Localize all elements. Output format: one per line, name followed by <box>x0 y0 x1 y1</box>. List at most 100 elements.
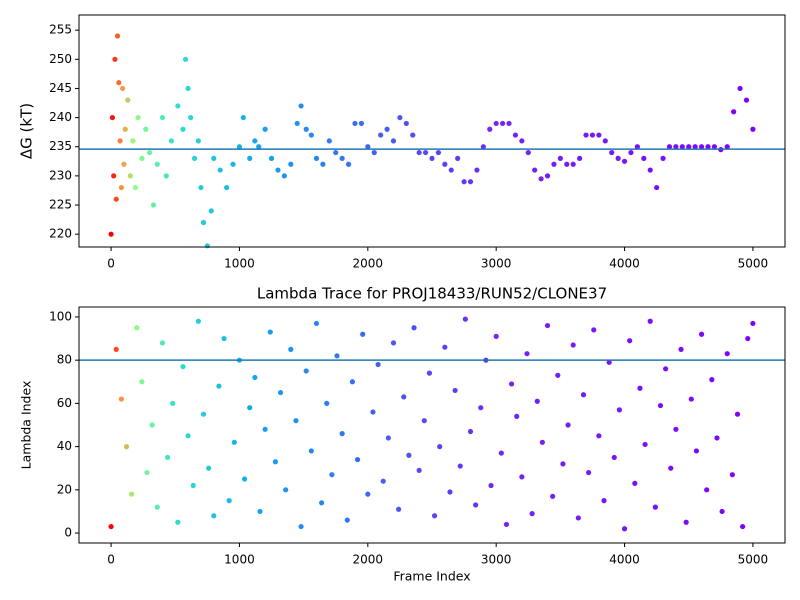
point <box>371 149 377 156</box>
point <box>283 487 289 493</box>
point <box>252 138 258 144</box>
y-tick-label: 250 <box>49 52 72 66</box>
point <box>498 450 504 456</box>
point <box>204 243 210 249</box>
point <box>127 173 133 179</box>
point <box>575 515 581 521</box>
point <box>143 126 149 132</box>
point <box>709 377 715 383</box>
point <box>164 454 171 461</box>
point <box>525 149 531 156</box>
x-tick-label: 5000 <box>738 257 769 271</box>
point <box>313 155 320 161</box>
point <box>673 426 679 432</box>
point <box>396 506 402 512</box>
y-tick-label: 245 <box>49 81 72 95</box>
point <box>627 338 633 344</box>
point <box>319 500 325 506</box>
point <box>577 155 583 161</box>
point <box>586 469 592 476</box>
point <box>410 132 416 138</box>
point <box>118 396 124 402</box>
plot-frame <box>78 306 786 544</box>
point <box>334 353 340 359</box>
point <box>231 439 237 445</box>
point <box>112 56 118 62</box>
point <box>616 407 623 413</box>
point <box>370 409 376 415</box>
point <box>384 126 390 132</box>
point <box>422 149 429 156</box>
point <box>208 208 214 214</box>
point <box>262 426 268 432</box>
point <box>750 320 756 327</box>
chart-title: Lambda Trace for PROJ18433/RUN52/CLONE37 <box>257 285 607 303</box>
x-tick-label: 0 <box>107 553 115 567</box>
point <box>462 316 468 322</box>
point <box>241 476 248 482</box>
point <box>745 335 751 342</box>
point <box>175 103 181 109</box>
point <box>195 138 201 144</box>
point <box>114 33 121 39</box>
y-tick-label: 20 <box>57 482 72 496</box>
point <box>660 155 666 161</box>
point <box>397 114 403 121</box>
point <box>293 418 299 424</box>
point <box>108 523 114 530</box>
x-tick-label: 1000 <box>224 553 255 567</box>
point <box>170 400 176 406</box>
point <box>303 368 309 374</box>
point <box>298 103 304 109</box>
point <box>478 405 484 411</box>
point <box>431 513 438 519</box>
point <box>226 498 232 504</box>
point <box>360 331 366 337</box>
point <box>692 144 698 150</box>
point <box>130 138 136 144</box>
point <box>724 144 730 150</box>
point <box>657 402 664 409</box>
point <box>435 149 442 156</box>
point <box>474 167 480 173</box>
point <box>154 161 160 167</box>
x-tick-label: 2000 <box>353 553 384 567</box>
point <box>532 167 538 173</box>
point <box>711 144 718 150</box>
point <box>583 132 589 138</box>
y-tick-label: 230 <box>49 168 72 182</box>
point <box>230 161 236 167</box>
point <box>118 184 124 191</box>
point <box>634 144 640 150</box>
point <box>135 114 141 121</box>
point <box>621 526 628 532</box>
point <box>147 149 153 156</box>
point <box>737 85 743 92</box>
point <box>602 138 608 144</box>
point <box>139 379 145 385</box>
point <box>609 149 615 156</box>
point <box>693 448 700 454</box>
point <box>641 155 647 161</box>
point <box>686 144 692 150</box>
point <box>544 322 551 329</box>
point <box>421 418 427 424</box>
point <box>647 318 653 324</box>
point <box>129 491 135 497</box>
point <box>488 482 494 489</box>
point <box>673 144 679 150</box>
y-tick-label: 255 <box>49 23 72 37</box>
x-tick-label: 3000 <box>481 257 512 271</box>
point <box>506 120 512 127</box>
point <box>345 161 352 167</box>
point <box>557 155 563 161</box>
point <box>555 372 561 378</box>
x-tick-label: 0 <box>107 257 115 271</box>
point <box>390 340 397 346</box>
point <box>211 513 217 519</box>
point <box>534 398 540 404</box>
point <box>652 504 658 510</box>
y-tick-label: 80 <box>57 353 72 367</box>
point <box>606 359 612 365</box>
point <box>508 381 515 387</box>
